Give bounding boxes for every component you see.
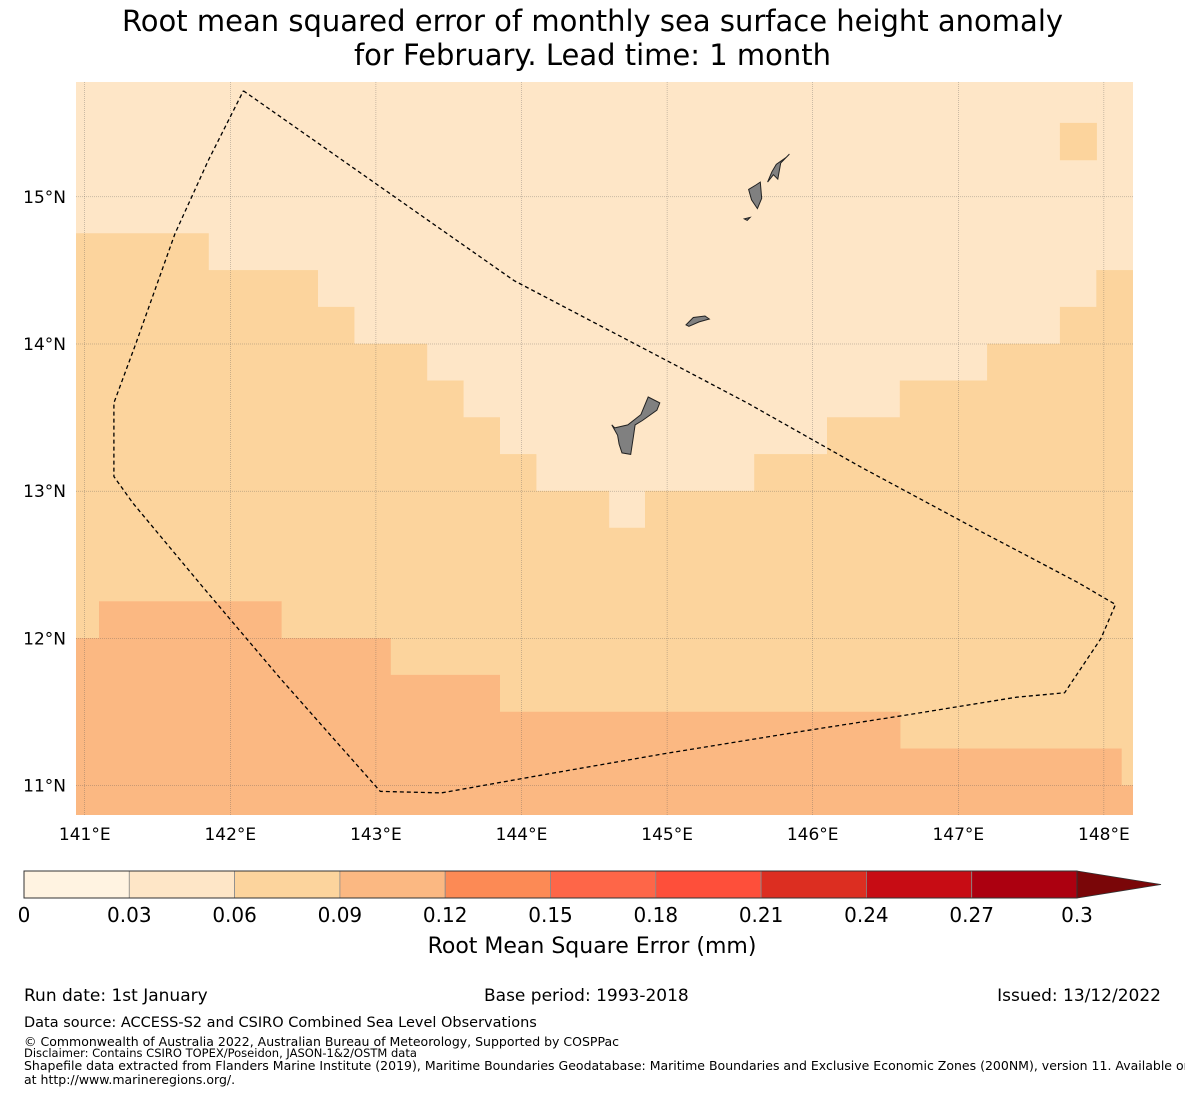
data-source: Data source: ACCESS-S2 and CSIRO Combine…: [24, 1015, 537, 1031]
lon-tick-label: 148°E: [1078, 825, 1130, 845]
disclaimer: Disclaimer: Contains CSIRO TOPEX/Poseido…: [24, 1046, 417, 1060]
lon-tick-label: 146°E: [787, 825, 839, 845]
shapefile-credit-line-1: Shapefile data extracted from Flanders M…: [24, 1058, 1185, 1073]
colorbar-segment: [971, 870, 1078, 899]
colorbar-tick-label: 0.15: [528, 903, 573, 927]
colorbar-segment: [866, 870, 973, 899]
region-rmse-0.06-0.09-patch-15n: [1059, 122, 1097, 161]
tinian-island: [748, 181, 763, 210]
eez-boundary-line: [113, 90, 1117, 794]
colorbar-tick-label: 0.06: [212, 903, 257, 927]
colorbar-tick-label: 0.27: [949, 903, 994, 927]
colorbar-extend-arrow: [1076, 870, 1162, 899]
base-period: Base period: 1993-2018: [484, 986, 689, 1006]
aguijan-island: [742, 216, 752, 222]
lat-tick-label: 13°N: [23, 482, 66, 502]
lat-tick-label: 12°N: [23, 629, 66, 649]
colorbar-tick-label: 0.12: [423, 903, 468, 927]
lon-tick-label: 145°E: [641, 825, 693, 845]
colorbar-tick-label: 0.24: [844, 903, 889, 927]
colorbar-label: Root Mean Square Error (mm): [428, 934, 757, 959]
axis-ticks: 141°E 142°E 143°E 144°E 145°E 146°E 147°E 148°E…: [23, 188, 1130, 845]
colorbar: 0 0.03 0.06 0.09 0.12 0.15 0.18 0.21 0.24 0.27 0.3: [18, 870, 1162, 927]
colorbar-tick-label: 0.3: [1061, 903, 1093, 927]
issued-date: Issued: 13/12/2022: [997, 986, 1161, 1006]
chart-title: Root mean squared error of monthly sea s…: [0, 4, 1185, 72]
colorbar-tick-label: 0.18: [634, 903, 679, 927]
colorbar-segment: [339, 870, 446, 899]
colorbar-segment: [234, 870, 341, 899]
colorbar-outline: [23, 870, 1078, 899]
chart-title-line-1: Root mean squared error of monthly sea s…: [121, 4, 1064, 38]
lat-tick-label: 14°N: [23, 335, 66, 355]
colorbar-tick-label: 0: [18, 903, 31, 927]
lat-tick-label: 11°N: [23, 777, 66, 797]
colorbar-segment: [23, 870, 130, 899]
colorbar-tick-label: 0.03: [107, 903, 152, 927]
lon-tick-label: 147°E: [932, 825, 984, 845]
shapefile-credit-line-2: at http://www.marineregions.org/.: [24, 1072, 236, 1087]
lat-tick-label: 15°N: [23, 188, 66, 208]
colorbar-segment: [760, 870, 867, 899]
rota-island: [685, 315, 711, 327]
lon-tick-label: 144°E: [496, 825, 548, 845]
copyright: © Commonwealth of Australia 2022, Austra…: [24, 1034, 619, 1049]
colorbar-segment: [655, 870, 762, 899]
run-date: Run date: 1st January: [24, 986, 208, 1006]
colorbar-segment: [128, 870, 236, 899]
lon-tick-label: 142°E: [204, 825, 256, 845]
region-rmse-0.09-0.12: [76, 601, 1133, 815]
colorbar-tick-label: 0.09: [318, 903, 363, 927]
guam-island: [611, 396, 661, 455]
lon-tick-label: 141°E: [59, 825, 111, 845]
colorbar-tick-label: 0.21: [739, 903, 784, 927]
chart-title-line-2: for February. Lead time: 1 month: [353, 38, 832, 72]
map-figure: 141°E 142°E 143°E 144°E 145°E 146°E 147°E 148°E…: [18, 82, 1162, 959]
saipan-island: [767, 153, 790, 183]
map-area: [76, 82, 1133, 815]
lon-tick-label: 143°E: [350, 825, 402, 845]
colorbar-segment: [444, 870, 551, 899]
colorbar-segment: [550, 870, 657, 899]
